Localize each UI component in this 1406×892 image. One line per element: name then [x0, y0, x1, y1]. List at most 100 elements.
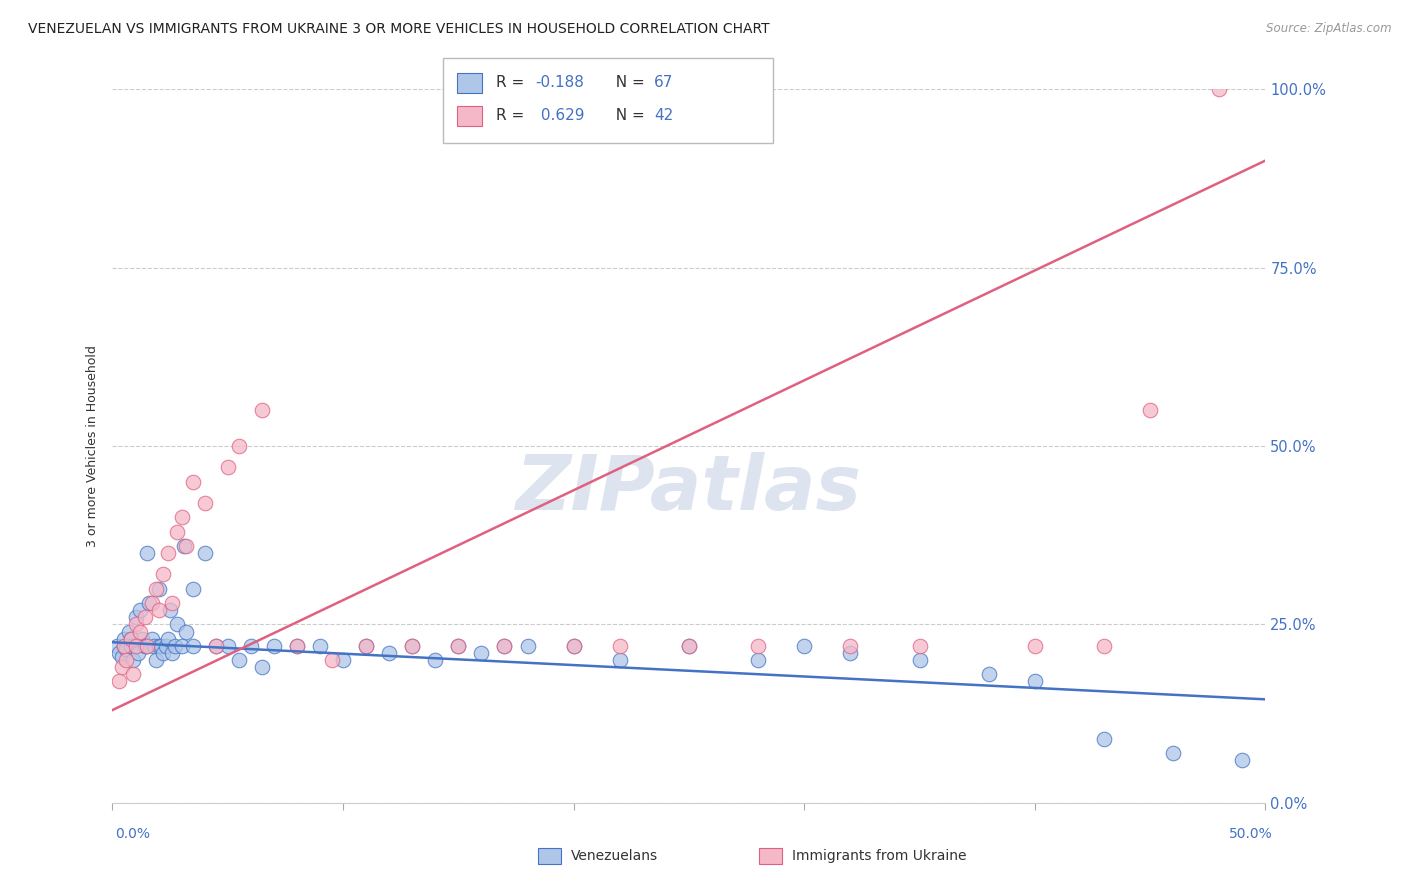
- Point: [124, 610, 146, 624]
- Point: [120, 632, 142, 646]
- Point: [562, 639, 585, 653]
- Point: [136, 639, 159, 653]
- Point: [217, 460, 239, 475]
- Text: ZIPatlas: ZIPatlas: [516, 452, 862, 525]
- Point: [145, 653, 167, 667]
- Point: [120, 639, 142, 653]
- Point: [115, 653, 138, 667]
- Text: 42: 42: [654, 109, 673, 123]
- Point: [148, 603, 170, 617]
- Point: [181, 639, 204, 653]
- Text: Venezuelans: Venezuelans: [571, 849, 658, 863]
- Text: Source: ZipAtlas.com: Source: ZipAtlas.com: [1267, 22, 1392, 36]
- Point: [149, 639, 172, 653]
- Point: [1092, 639, 1115, 653]
- Text: 0.629: 0.629: [536, 109, 583, 123]
- Point: [562, 639, 585, 653]
- Point: [217, 639, 239, 653]
- Point: [117, 624, 139, 639]
- Point: [124, 639, 146, 653]
- Point: [239, 639, 262, 653]
- Point: [145, 582, 167, 596]
- Point: [162, 646, 184, 660]
- Point: [148, 639, 170, 653]
- Point: [354, 639, 377, 653]
- Point: [141, 596, 163, 610]
- Point: [112, 639, 135, 653]
- Point: [447, 639, 470, 653]
- Point: [174, 539, 197, 553]
- Point: [108, 646, 131, 660]
- Point: [908, 639, 931, 653]
- Point: [166, 524, 188, 539]
- Point: [162, 596, 184, 610]
- Point: [309, 639, 332, 653]
- Point: [136, 639, 159, 653]
- Point: [470, 646, 492, 660]
- Point: [156, 546, 179, 560]
- Point: [747, 653, 769, 667]
- Point: [609, 653, 631, 667]
- Point: [152, 567, 174, 582]
- Point: [155, 639, 177, 653]
- Point: [122, 667, 145, 681]
- Text: Immigrants from Ukraine: Immigrants from Ukraine: [792, 849, 966, 863]
- Point: [252, 660, 274, 674]
- Point: [170, 639, 193, 653]
- Point: [285, 639, 308, 653]
- Point: [252, 403, 274, 417]
- Text: VENEZUELAN VS IMMIGRANTS FROM UKRAINE 3 OR MORE VEHICLES IN HOUSEHOLD CORRELATIO: VENEZUELAN VS IMMIGRANTS FROM UKRAINE 3 …: [28, 22, 769, 37]
- Point: [228, 439, 250, 453]
- Point: [908, 653, 931, 667]
- Point: [205, 639, 228, 653]
- Point: [1139, 403, 1161, 417]
- Point: [401, 639, 423, 653]
- Point: [678, 639, 700, 653]
- Point: [977, 667, 1000, 681]
- Point: [166, 617, 188, 632]
- Point: [156, 632, 179, 646]
- Point: [494, 639, 516, 653]
- Point: [494, 639, 516, 653]
- Text: N =: N =: [606, 109, 650, 123]
- Text: 50.0%: 50.0%: [1229, 827, 1272, 841]
- Point: [425, 653, 447, 667]
- Point: [152, 646, 174, 660]
- Point: [332, 653, 354, 667]
- Point: [108, 674, 131, 689]
- Point: [136, 546, 159, 560]
- Point: [678, 639, 700, 653]
- Point: [228, 653, 250, 667]
- Point: [447, 639, 470, 653]
- Point: [747, 639, 769, 653]
- Text: N =: N =: [606, 76, 650, 90]
- Point: [378, 646, 401, 660]
- Point: [839, 639, 862, 653]
- Point: [1161, 746, 1184, 760]
- Point: [170, 510, 193, 524]
- Point: [205, 639, 228, 653]
- Point: [839, 646, 862, 660]
- Point: [134, 610, 156, 624]
- Point: [124, 617, 146, 632]
- Point: [181, 475, 204, 489]
- Point: [141, 632, 163, 646]
- Point: [163, 639, 186, 653]
- Point: [148, 582, 170, 596]
- Point: [143, 639, 166, 653]
- Point: [111, 660, 134, 674]
- Point: [115, 642, 138, 657]
- Point: [105, 639, 128, 653]
- Point: [1024, 674, 1046, 689]
- Point: [129, 624, 152, 639]
- Point: [127, 646, 149, 660]
- Point: [181, 582, 204, 596]
- Point: [1092, 731, 1115, 746]
- Point: [194, 546, 217, 560]
- Point: [401, 639, 423, 653]
- Point: [122, 653, 145, 667]
- Text: 67: 67: [654, 76, 673, 90]
- Text: R =: R =: [496, 109, 530, 123]
- Point: [1232, 753, 1254, 767]
- Point: [793, 639, 815, 653]
